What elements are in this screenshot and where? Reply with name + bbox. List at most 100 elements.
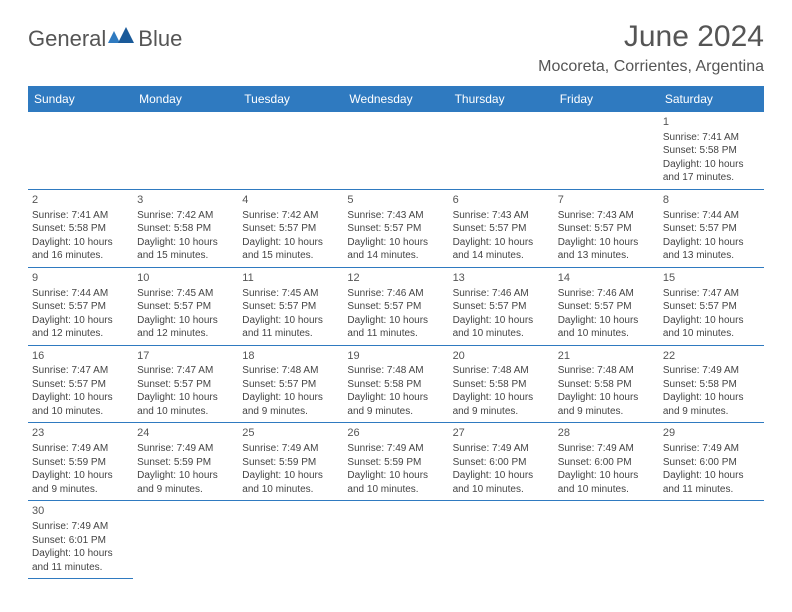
daylight-line: Daylight: 10 hours and 13 minutes. [663,236,760,263]
sunrise-line: Sunrise: 7:47 AM [137,364,234,378]
sunrise-line: Sunrise: 7:48 AM [558,364,655,378]
header: General Blue June 2024 Mocoreta, Corrien… [28,20,764,76]
calendar-table: SundayMondayTuesdayWednesdayThursdayFrid… [28,86,764,579]
day-number: 3 [137,193,234,208]
sunset-line: Sunset: 5:58 PM [347,378,444,392]
day-number: 4 [242,193,339,208]
title-block: June 2024 Mocoreta, Corrientes, Argentin… [538,20,764,76]
sunset-line: Sunset: 6:00 PM [558,456,655,470]
day-cell: 5Sunrise: 7:43 AMSunset: 5:57 PMDaylight… [343,189,448,267]
day-number: 6 [453,193,550,208]
daylight-line: Daylight: 10 hours and 10 minutes. [558,469,655,496]
sunrise-line: Sunrise: 7:46 AM [347,287,444,301]
sunrise-line: Sunrise: 7:49 AM [32,442,129,456]
daylight-line: Daylight: 10 hours and 10 minutes. [242,469,339,496]
sunset-line: Sunset: 5:57 PM [32,300,129,314]
daylight-line: Daylight: 10 hours and 17 minutes. [663,158,760,185]
day-cell: 19Sunrise: 7:48 AMSunset: 5:58 PMDayligh… [343,345,448,423]
day-number: 28 [558,426,655,441]
daylight-line: Daylight: 10 hours and 9 minutes. [663,391,760,418]
sunrise-line: Sunrise: 7:44 AM [32,287,129,301]
empty-cell [449,112,554,189]
day-number: 15 [663,271,760,286]
sunrise-line: Sunrise: 7:49 AM [347,442,444,456]
sunset-line: Sunset: 5:58 PM [663,144,760,158]
day-number: 20 [453,349,550,364]
day-cell: 13Sunrise: 7:46 AMSunset: 5:57 PMDayligh… [449,267,554,345]
sunrise-line: Sunrise: 7:42 AM [242,209,339,223]
daylight-line: Daylight: 10 hours and 9 minutes. [242,391,339,418]
page-title: June 2024 [538,20,764,54]
day-header: Sunday [28,86,133,112]
daylight-line: Daylight: 10 hours and 11 minutes. [242,314,339,341]
day-cell: 21Sunrise: 7:48 AMSunset: 5:58 PMDayligh… [554,345,659,423]
sunrise-line: Sunrise: 7:49 AM [242,442,339,456]
day-cell: 15Sunrise: 7:47 AMSunset: 5:57 PMDayligh… [659,267,764,345]
sunset-line: Sunset: 5:59 PM [242,456,339,470]
day-cell: 4Sunrise: 7:42 AMSunset: 5:57 PMDaylight… [238,189,343,267]
empty-cell [133,501,238,579]
empty-cell [343,112,448,189]
sunrise-line: Sunrise: 7:48 AM [347,364,444,378]
daylight-line: Daylight: 10 hours and 12 minutes. [32,314,129,341]
day-cell: 1Sunrise: 7:41 AMSunset: 5:58 PMDaylight… [659,112,764,189]
sunset-line: Sunset: 5:58 PM [558,378,655,392]
sunrise-line: Sunrise: 7:45 AM [242,287,339,301]
day-header: Thursday [449,86,554,112]
sunset-line: Sunset: 5:57 PM [663,222,760,236]
sunset-line: Sunset: 5:57 PM [32,378,129,392]
day-number: 16 [32,349,129,364]
sunset-line: Sunset: 5:58 PM [137,222,234,236]
day-cell: 18Sunrise: 7:48 AMSunset: 5:57 PMDayligh… [238,345,343,423]
sunset-line: Sunset: 6:00 PM [663,456,760,470]
day-cell: 29Sunrise: 7:49 AMSunset: 6:00 PMDayligh… [659,423,764,501]
day-number: 2 [32,193,129,208]
sunrise-line: Sunrise: 7:49 AM [663,442,760,456]
daylight-line: Daylight: 10 hours and 16 minutes. [32,236,129,263]
day-number: 7 [558,193,655,208]
sunrise-line: Sunrise: 7:43 AM [453,209,550,223]
empty-cell [659,501,764,579]
daylight-line: Daylight: 10 hours and 9 minutes. [137,469,234,496]
sunset-line: Sunset: 5:57 PM [347,300,444,314]
sunset-line: Sunset: 5:58 PM [663,378,760,392]
sunset-line: Sunset: 5:57 PM [242,378,339,392]
daylight-line: Daylight: 10 hours and 15 minutes. [242,236,339,263]
day-header: Tuesday [238,86,343,112]
sunset-line: Sunset: 5:59 PM [32,456,129,470]
daylight-line: Daylight: 10 hours and 10 minutes. [137,391,234,418]
logo-text-blue: Blue [138,26,182,52]
day-number: 5 [347,193,444,208]
sunset-line: Sunset: 6:01 PM [32,534,129,548]
day-cell: 20Sunrise: 7:48 AMSunset: 5:58 PMDayligh… [449,345,554,423]
sunset-line: Sunset: 6:00 PM [453,456,550,470]
day-number: 11 [242,271,339,286]
day-cell: 2Sunrise: 7:41 AMSunset: 5:58 PMDaylight… [28,189,133,267]
daylight-line: Daylight: 10 hours and 10 minutes. [32,391,129,418]
day-cell: 10Sunrise: 7:45 AMSunset: 5:57 PMDayligh… [133,267,238,345]
day-number: 26 [347,426,444,441]
daylight-line: Daylight: 10 hours and 11 minutes. [347,314,444,341]
sunrise-line: Sunrise: 7:47 AM [32,364,129,378]
sunset-line: Sunset: 5:57 PM [558,222,655,236]
logo-text-gray: General [28,26,106,52]
calendar-week-row: 16Sunrise: 7:47 AMSunset: 5:57 PMDayligh… [28,345,764,423]
day-number: 25 [242,426,339,441]
day-cell: 3Sunrise: 7:42 AMSunset: 5:58 PMDaylight… [133,189,238,267]
sunrise-line: Sunrise: 7:48 AM [242,364,339,378]
calendar-week-row: 23Sunrise: 7:49 AMSunset: 5:59 PMDayligh… [28,423,764,501]
day-header: Monday [133,86,238,112]
day-number: 9 [32,271,129,286]
day-number: 24 [137,426,234,441]
daylight-line: Daylight: 10 hours and 14 minutes. [347,236,444,263]
sunset-line: Sunset: 5:57 PM [453,222,550,236]
calendar-week-row: 1Sunrise: 7:41 AMSunset: 5:58 PMDaylight… [28,112,764,189]
day-number: 29 [663,426,760,441]
day-number: 19 [347,349,444,364]
day-cell: 25Sunrise: 7:49 AMSunset: 5:59 PMDayligh… [238,423,343,501]
sunset-line: Sunset: 5:58 PM [32,222,129,236]
day-cell: 23Sunrise: 7:49 AMSunset: 5:59 PMDayligh… [28,423,133,501]
sunset-line: Sunset: 5:57 PM [137,378,234,392]
empty-cell [449,501,554,579]
location: Mocoreta, Corrientes, Argentina [538,58,764,76]
